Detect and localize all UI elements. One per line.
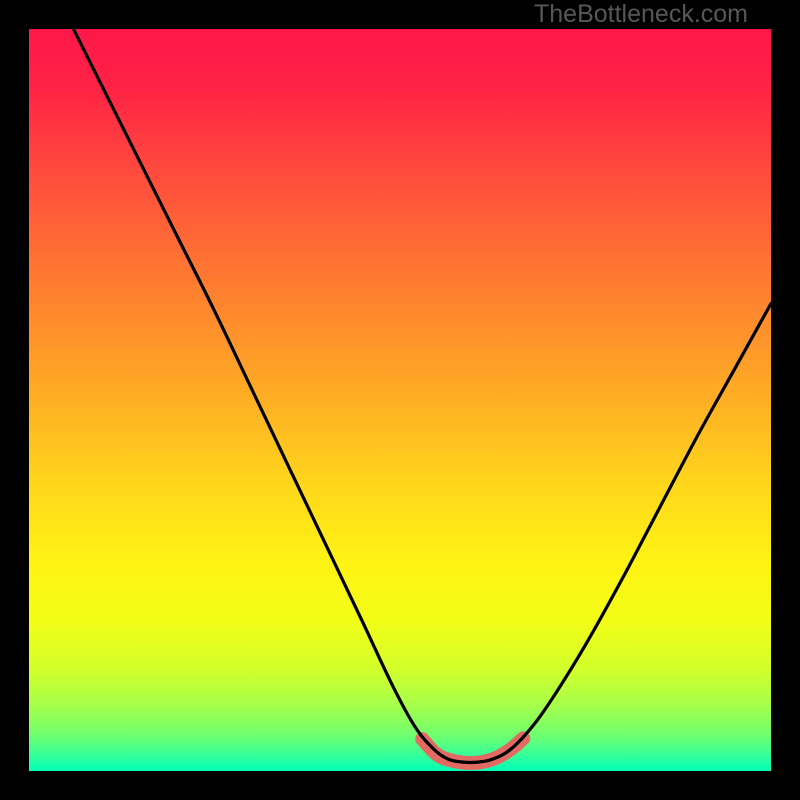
watermark-text: TheBottleneck.com	[534, 0, 748, 29]
bottleneck-chart	[0, 0, 800, 800]
chart-background-gradient	[29, 29, 771, 771]
